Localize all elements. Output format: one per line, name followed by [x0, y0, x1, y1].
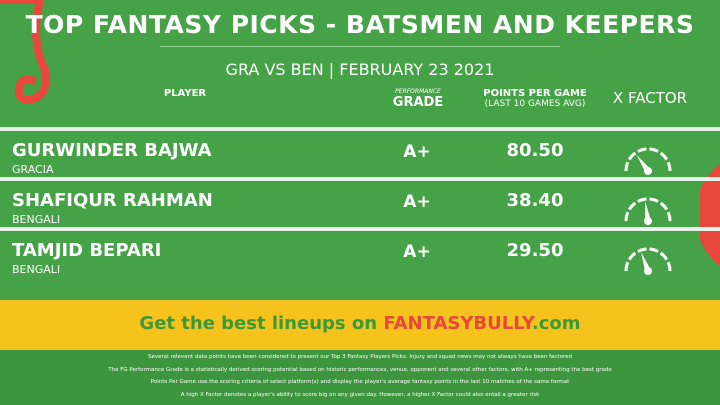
footnote: Points Per Game use the scoring criteria…: [150, 379, 570, 385]
row-separator: [0, 177, 720, 181]
grade: A+: [403, 242, 431, 262]
player-name: GURWINDER BAJWA: [12, 140, 212, 161]
grade: A+: [403, 192, 431, 212]
row-separator: [0, 127, 720, 131]
title: TOP FANTASY PICKS - BATSMEN AND KEEPERS: [25, 10, 695, 39]
col-header: X FACTOR: [612, 89, 688, 107]
points: 80.50: [506, 140, 564, 161]
match-info: GRA VS BEN | FEBRUARY 23 2021: [225, 60, 495, 79]
col-header-sub: (LAST 10 GAMES AVG): [484, 99, 586, 109]
col-header-main: GRADE: [392, 95, 444, 110]
points: 38.40: [506, 190, 564, 211]
footnote: A high X Factor denotes a player's abili…: [180, 391, 540, 398]
footer: [0, 350, 720, 405]
decor-ball: [700, 163, 720, 267]
player-team: BENGALI: [12, 213, 61, 226]
player-team: BENGALI: [12, 263, 61, 276]
banner-brand: FANTASYBULLY: [383, 313, 532, 334]
banner-lead: Get the best lineups on: [139, 313, 378, 334]
col-header-main: POINTS PER GAME: [483, 88, 587, 99]
decor-swirl: [0, 0, 50, 105]
banner-text: Get the best lineups on FANTASYBULLY.com: [0, 313, 720, 334]
xfactor-gauge: [624, 147, 672, 175]
footnote: Several relevant data points have been c…: [148, 354, 572, 360]
points: 29.50: [506, 240, 564, 261]
col-header: PERFORMANCE GRADE: [378, 88, 458, 110]
xfactor-gauge: [624, 197, 672, 225]
date: FEBRUARY 23 2021: [339, 60, 495, 79]
match: GRA VS BEN: [225, 60, 324, 79]
divider: [160, 46, 560, 47]
grade: A+: [403, 142, 431, 162]
player-team: GRACIA: [12, 163, 54, 176]
footnote: The FG Performance Grade is a statistica…: [108, 366, 612, 373]
player-name: TAMJID BEPARI: [12, 240, 162, 261]
col-header: PLAYER: [163, 88, 207, 99]
banner: [0, 300, 720, 350]
player-name: SHAFIQUR RAHMAN: [12, 190, 213, 211]
col-header: POINTS PER GAME (LAST 10 GAMES AVG): [470, 88, 600, 109]
col-header-sub: PERFORMANCE: [395, 88, 441, 95]
banner-domain: .com: [531, 313, 581, 334]
row-separator: [0, 227, 720, 231]
xfactor-gauge: [624, 247, 672, 275]
